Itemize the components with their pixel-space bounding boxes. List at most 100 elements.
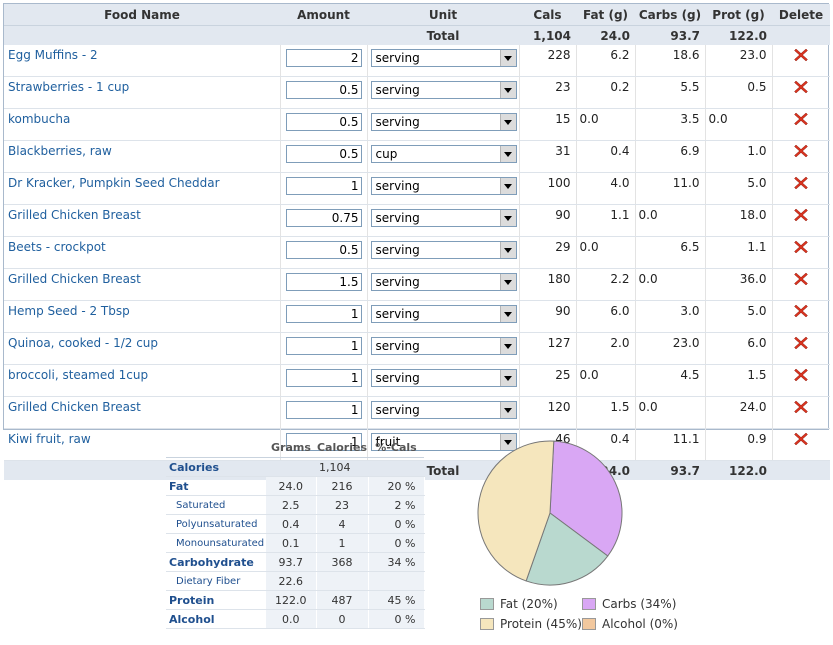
pie-slice-fat [525,512,609,586]
amount-input[interactable] [285,305,362,323]
nutrient-grams: 93.7 [266,552,317,572]
delete-x-icon[interactable] [793,431,809,447]
column-header-amount[interactable]: Amount [280,4,367,26]
food-name-link[interactable]: Grilled Chicken Breast [4,204,281,237]
chevron-down-icon[interactable] [499,82,516,98]
delete-x-icon[interactable] [793,271,809,287]
chevron-down-icon[interactable] [499,114,516,130]
unit-select[interactable]: serving [370,209,517,227]
amount-input[interactable] [285,113,362,131]
amount-cell [280,332,368,365]
chevron-down-icon[interactable] [499,274,516,290]
chevron-down-icon[interactable] [499,306,516,322]
chevron-down-icon[interactable] [499,338,516,354]
unit-select[interactable]: serving [370,305,517,323]
amount-cell [280,236,368,269]
unit-select[interactable]: serving [370,113,517,131]
nutrient-label: Saturated [166,495,266,515]
column-header-fat[interactable]: Fat (g) [576,4,635,26]
amount-input[interactable] [285,145,362,163]
delete-cell [772,364,830,397]
delete-x-icon[interactable] [793,335,809,351]
amount-input[interactable] [285,241,362,259]
column-header-delete[interactable]: Delete [772,4,830,26]
unit-select-value: serving [375,371,420,385]
chevron-down-icon[interactable] [499,50,516,66]
food-name-link[interactable]: Strawberries - 1 cup [4,76,281,109]
food-name-link[interactable]: Quinoa, cooked - 1/2 cup [4,332,281,365]
food-name-link[interactable]: Beets - crockpot [4,236,281,269]
prot-value: 5.0 [705,172,773,205]
food-name-link[interactable]: Egg Muffins - 2 [4,45,281,77]
amount-input[interactable] [285,401,362,419]
prot-value: 0.9 [705,428,773,461]
total-prot: 122.0 [705,460,772,480]
nutrition-header-blank [166,438,266,458]
nutrient-calories: 1 [316,533,369,553]
chevron-down-icon[interactable] [499,434,516,450]
cals-value: 25 [519,364,577,397]
cals-value: 15 [519,108,577,141]
column-header-prot[interactable]: Prot (g) [705,4,772,26]
legend-swatch [480,618,494,630]
delete-cell [772,396,830,429]
delete-x-icon[interactable] [793,111,809,127]
delete-x-icon[interactable] [793,303,809,319]
food-name-link[interactable]: Grilled Chicken Breast [4,268,281,301]
delete-x-icon[interactable] [793,399,809,415]
unit-select[interactable]: serving [370,241,517,259]
delete-x-icon[interactable] [793,143,809,159]
unit-select[interactable]: serving [370,177,517,195]
chevron-down-icon[interactable] [499,370,516,386]
unit-select[interactable]: serving [370,337,517,355]
nutrition-row: Fat 24.0 216 20 % [166,476,425,496]
food-name-link[interactable]: Hemp Seed - 2 Tbsp [4,300,281,333]
nutrient-pct [368,457,424,477]
fat-value: 6.0 [576,300,636,333]
food-name-link[interactable]: broccoli, steamed 1cup [4,364,281,397]
nutrient-label: Alcohol [166,609,266,629]
unit-select[interactable]: serving [370,369,517,387]
nutrition-header: %-Cals [368,438,424,458]
chevron-down-icon-glyph [504,151,512,157]
delete-x-icon[interactable] [793,239,809,255]
unit-select[interactable]: serving [370,401,517,419]
column-header-food-name[interactable]: Food Name [4,4,280,26]
chevron-down-icon[interactable] [499,242,516,258]
unit-select[interactable]: cup [370,145,517,163]
delete-x-icon[interactable] [793,367,809,383]
amount-input[interactable] [285,81,362,99]
chevron-down-icon[interactable] [499,178,516,194]
amount-input[interactable] [285,209,362,227]
amount-input[interactable] [285,337,362,355]
chevron-down-icon-glyph [504,407,512,413]
fat-value: 0.0 [576,236,636,269]
delete-x-icon[interactable] [793,175,809,191]
delete-x-icon[interactable] [793,47,809,63]
cals-value: 127 [519,332,577,365]
food-name-link[interactable]: Dr Kracker, Pumpkin Seed Cheddar [4,172,281,205]
column-header-carbs[interactable]: Carbs (g) [635,4,705,26]
amount-input[interactable] [285,273,362,291]
food-name-link[interactable]: Grilled Chicken Breast [4,396,281,429]
chevron-down-icon[interactable] [499,402,516,418]
food-name-link[interactable]: kombucha [4,108,281,141]
nutrient-calories: 0 [316,609,369,629]
delete-x-icon[interactable] [793,207,809,223]
chevron-down-icon[interactable] [499,146,516,162]
unit-select[interactable]: serving [370,49,517,67]
amount-input[interactable] [285,49,362,67]
column-header-cals[interactable]: Cals [519,4,576,26]
amount-input[interactable] [285,177,362,195]
delete-x-icon[interactable] [793,79,809,95]
column-header-unit[interactable]: Unit [367,4,519,26]
unit-select[interactable]: serving [370,81,517,99]
food-name-link[interactable]: Blackberries, raw [4,140,281,173]
amount-input[interactable] [285,369,362,387]
unit-select[interactable]: serving [370,273,517,291]
delete-cell [772,172,830,205]
delete-cell [772,268,830,301]
chevron-down-icon[interactable] [499,210,516,226]
food-row: Dr Kracker, Pumpkin Seed Cheddar serving 1… [4,172,830,205]
